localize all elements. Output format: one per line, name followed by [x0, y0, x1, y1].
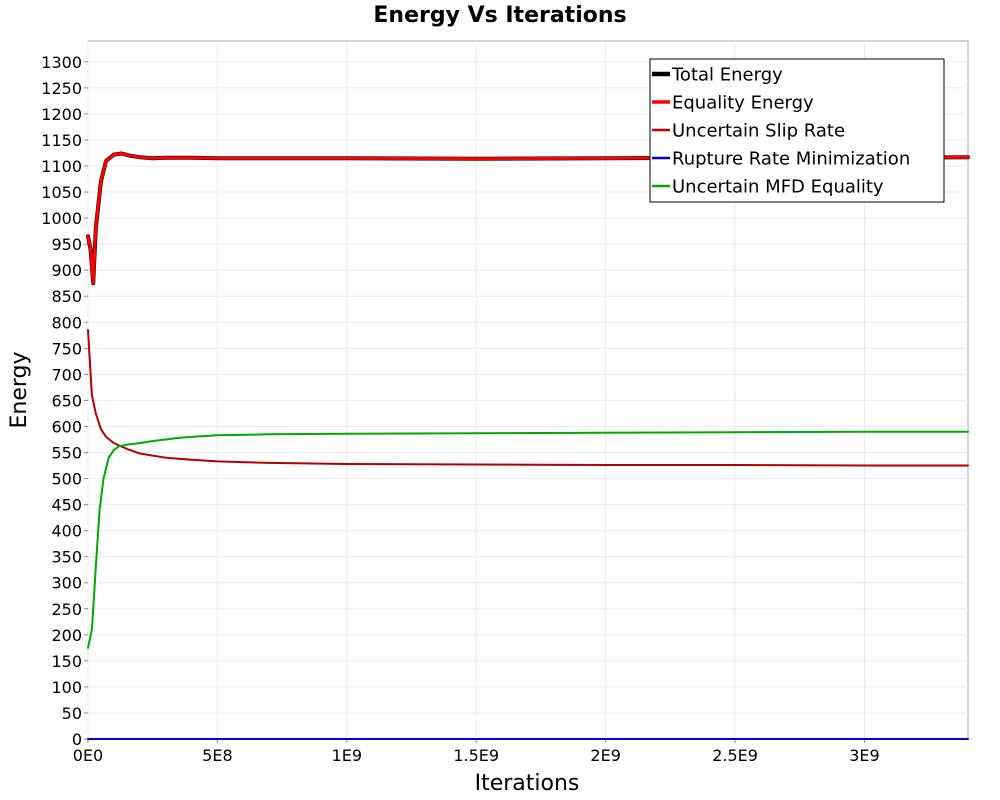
y-tick-label: 700	[51, 365, 82, 384]
y-tick-label: 800	[51, 313, 82, 332]
y-tick-label: 1050	[41, 183, 82, 202]
y-tick-label: 650	[51, 391, 82, 410]
y-tick-label: 1300	[41, 53, 82, 72]
y-tick-label: 150	[51, 652, 82, 671]
y-tick-label: 600	[51, 417, 82, 436]
x-axis-label: Iterations	[475, 771, 580, 796]
series-line-equality-energy	[86, 152, 970, 285]
y-tick-label: 50	[62, 704, 82, 723]
y-tick-label: 0	[72, 730, 82, 749]
y-tick-label: 200	[51, 626, 82, 645]
y-axis-ticks: 0 50 100 150 200 250 300 350 400 450 500 550 600 650 7…	[41, 53, 88, 749]
y-tick-label: 1100	[41, 157, 82, 176]
y-tick-label: 100	[51, 678, 82, 697]
y-tick-label: 1250	[41, 79, 82, 98]
x-tick-label: 2.5E9	[712, 746, 758, 765]
x-tick-label: 1E9	[332, 746, 362, 765]
x-tick-label: 2E9	[590, 746, 620, 765]
y-tick-label: 750	[51, 339, 82, 358]
legend-box	[649, 58, 945, 203]
y-tick-label: 500	[51, 470, 82, 489]
series-lines	[86, 151, 970, 740]
y-tick-label: 250	[51, 600, 82, 619]
legend-label: Equality Energy	[672, 93, 814, 114]
x-tick-label: 3E9	[849, 746, 879, 765]
series-line-uncertain-slip-rate	[87, 329, 969, 467]
y-tick-label: 1150	[41, 131, 82, 150]
y-axis-label: Energy	[7, 351, 32, 428]
y-tick-label: 850	[51, 287, 82, 306]
x-tick-label: 5E8	[202, 746, 232, 765]
y-tick-label: 1200	[41, 105, 82, 124]
y-tick-label: 300	[51, 574, 82, 593]
y-tick-label: 900	[51, 261, 82, 280]
legend-label: Rupture Rate Minimization	[672, 149, 910, 170]
y-tick-label: 950	[51, 235, 82, 254]
legend-label: Uncertain Slip Rate	[672, 121, 845, 142]
chart-title: Energy Vs Iterations	[373, 3, 626, 28]
x-tick-label: 0E0	[73, 746, 103, 765]
y-tick-label: 1000	[41, 209, 82, 228]
legend-label: Total Energy	[671, 65, 783, 86]
legend-label: Uncertain MFD Equality	[672, 177, 884, 198]
y-tick-label: 550	[51, 444, 82, 463]
series-line-uncertain-mfd-equality	[87, 430, 969, 649]
x-axis-ticks: 0E0 5E8 1E9 1.5E9 2E9 2.5E9 3E9	[73, 739, 880, 765]
legend: Total Energy Equality Energy Uncertain Sli…	[649, 58, 945, 203]
y-tick-label: 450	[51, 496, 82, 515]
x-tick-label: 1.5E9	[453, 746, 499, 765]
y-tick-label: 400	[51, 522, 82, 541]
y-tick-label: 350	[51, 548, 82, 567]
